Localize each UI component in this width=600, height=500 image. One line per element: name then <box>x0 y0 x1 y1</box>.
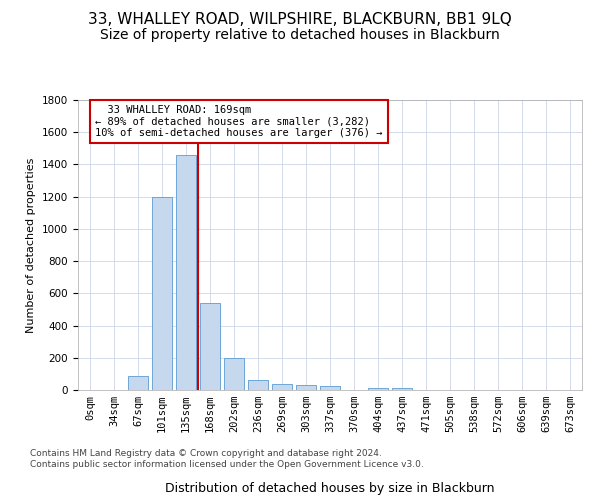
Bar <box>368 388 388 390</box>
Bar <box>248 380 268 390</box>
Text: Contains HM Land Registry data © Crown copyright and database right 2024.: Contains HM Land Registry data © Crown c… <box>30 448 382 458</box>
Bar <box>392 388 412 390</box>
Text: 33 WHALLEY ROAD: 169sqm
← 89% of detached houses are smaller (3,282)
10% of semi: 33 WHALLEY ROAD: 169sqm ← 89% of detache… <box>95 105 382 138</box>
Text: Contains public sector information licensed under the Open Government Licence v3: Contains public sector information licen… <box>30 460 424 469</box>
Bar <box>296 385 316 390</box>
Bar <box>224 358 244 390</box>
Bar <box>176 155 196 390</box>
Bar <box>200 303 220 390</box>
Bar <box>152 196 172 390</box>
Text: 33, WHALLEY ROAD, WILPSHIRE, BLACKBURN, BB1 9LQ: 33, WHALLEY ROAD, WILPSHIRE, BLACKBURN, … <box>88 12 512 28</box>
Text: Size of property relative to detached houses in Blackburn: Size of property relative to detached ho… <box>100 28 500 42</box>
Y-axis label: Number of detached properties: Number of detached properties <box>26 158 37 332</box>
Text: Distribution of detached houses by size in Blackburn: Distribution of detached houses by size … <box>165 482 495 495</box>
Bar <box>320 386 340 390</box>
Bar <box>272 384 292 390</box>
Bar <box>128 376 148 390</box>
